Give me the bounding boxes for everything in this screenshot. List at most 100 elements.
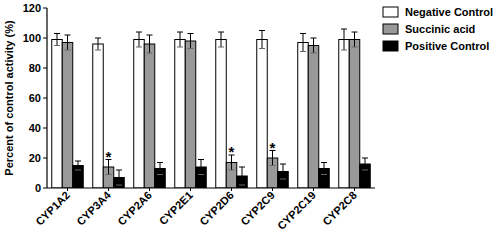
error-cap (136, 47, 142, 48)
legend-swatch (383, 7, 398, 17)
error-cap (65, 35, 71, 36)
error-cap (280, 179, 286, 180)
bar (144, 44, 155, 188)
x-tick-label: CYP2C19 (275, 189, 318, 232)
error-bar (341, 29, 347, 50)
error-bar (352, 32, 358, 47)
error-cap (300, 51, 306, 52)
error-line (139, 32, 140, 47)
error-bar (157, 163, 163, 175)
x-tick (149, 188, 150, 191)
error-line (180, 32, 181, 47)
y-axis (46, 8, 47, 188)
error-bar (65, 35, 71, 50)
error-cap (229, 170, 235, 171)
bar (62, 43, 73, 189)
bar (175, 40, 186, 189)
error-cap (239, 185, 245, 186)
bar (298, 43, 309, 189)
error-cap (259, 30, 265, 31)
error-line (242, 167, 243, 185)
x-tick (231, 188, 232, 191)
chart: 020406080100120Percent of control activi… (0, 0, 500, 250)
bar (93, 44, 104, 188)
error-cap (106, 174, 112, 175)
annotation: * (106, 148, 112, 165)
error-bar (177, 32, 183, 47)
y-tick-label: 40 (29, 122, 41, 134)
error-line (67, 35, 68, 50)
bar (349, 40, 360, 189)
error-cap (239, 167, 245, 168)
error-cap (341, 29, 347, 30)
error-bar (198, 160, 204, 175)
error-cap (311, 38, 317, 39)
error-cap (362, 158, 368, 159)
error-cap (95, 38, 101, 39)
legend-swatch (383, 41, 398, 51)
error-line (283, 164, 284, 179)
error-cap (352, 47, 358, 48)
bar (216, 40, 227, 189)
y-tick-label: 120 (23, 2, 41, 14)
x-tick (272, 188, 273, 191)
error-bar (54, 34, 60, 46)
error-bar (95, 38, 101, 50)
error-cap (54, 33, 60, 34)
error-cap (218, 32, 224, 33)
error-line (354, 32, 355, 47)
legend-label: Positive Control (405, 40, 489, 52)
error-line (149, 35, 150, 53)
error-bar (321, 163, 327, 175)
error-bar (136, 32, 142, 47)
bar (257, 40, 268, 189)
bar (185, 41, 196, 188)
error-cap (54, 45, 60, 46)
error-bar (75, 161, 81, 170)
error-line (313, 38, 314, 53)
error-cap (198, 159, 204, 160)
x-tick-label: CYP2C8 (320, 189, 359, 228)
y-tick-label: 100 (23, 32, 41, 44)
error-bar (362, 158, 368, 170)
error-cap (116, 170, 122, 171)
error-bar (311, 38, 317, 53)
error-cap (362, 170, 368, 171)
error-bar (239, 167, 245, 185)
legend-label: Negative Control (405, 6, 493, 18)
error-cap (147, 53, 153, 54)
error-bar (147, 35, 153, 53)
bar (134, 40, 145, 189)
error-bar (188, 34, 194, 49)
x-tick-label: CYP2C9 (238, 189, 277, 228)
error-line (57, 34, 58, 46)
error-cap (95, 50, 101, 51)
error-cap (259, 48, 265, 49)
y-tick-label: 80 (29, 62, 41, 74)
x-tick-label: CYP2A6 (115, 189, 154, 228)
x-tick (313, 188, 314, 191)
x-tick-label: CYP2E1 (157, 189, 195, 227)
error-cap (75, 161, 81, 162)
error-cap (188, 33, 194, 34)
error-line (78, 161, 79, 170)
error-cap (188, 48, 194, 49)
error-cap (157, 174, 163, 175)
error-line (98, 38, 99, 50)
x-axis (47, 187, 375, 188)
error-line (303, 34, 304, 52)
y-tick-label: 0 (35, 182, 41, 194)
error-cap (177, 32, 183, 33)
error-cap (280, 164, 286, 165)
annotation: * (270, 139, 276, 156)
x-tick (354, 188, 355, 191)
y-tick-label: 60 (29, 92, 41, 104)
error-bar (280, 164, 286, 179)
error-cap (321, 174, 327, 175)
error-line (201, 160, 202, 175)
bar (52, 40, 63, 189)
error-cap (136, 32, 142, 33)
x-tick-label: CYP1A2 (33, 189, 72, 228)
error-cap (341, 50, 347, 51)
error-cap (147, 35, 153, 36)
